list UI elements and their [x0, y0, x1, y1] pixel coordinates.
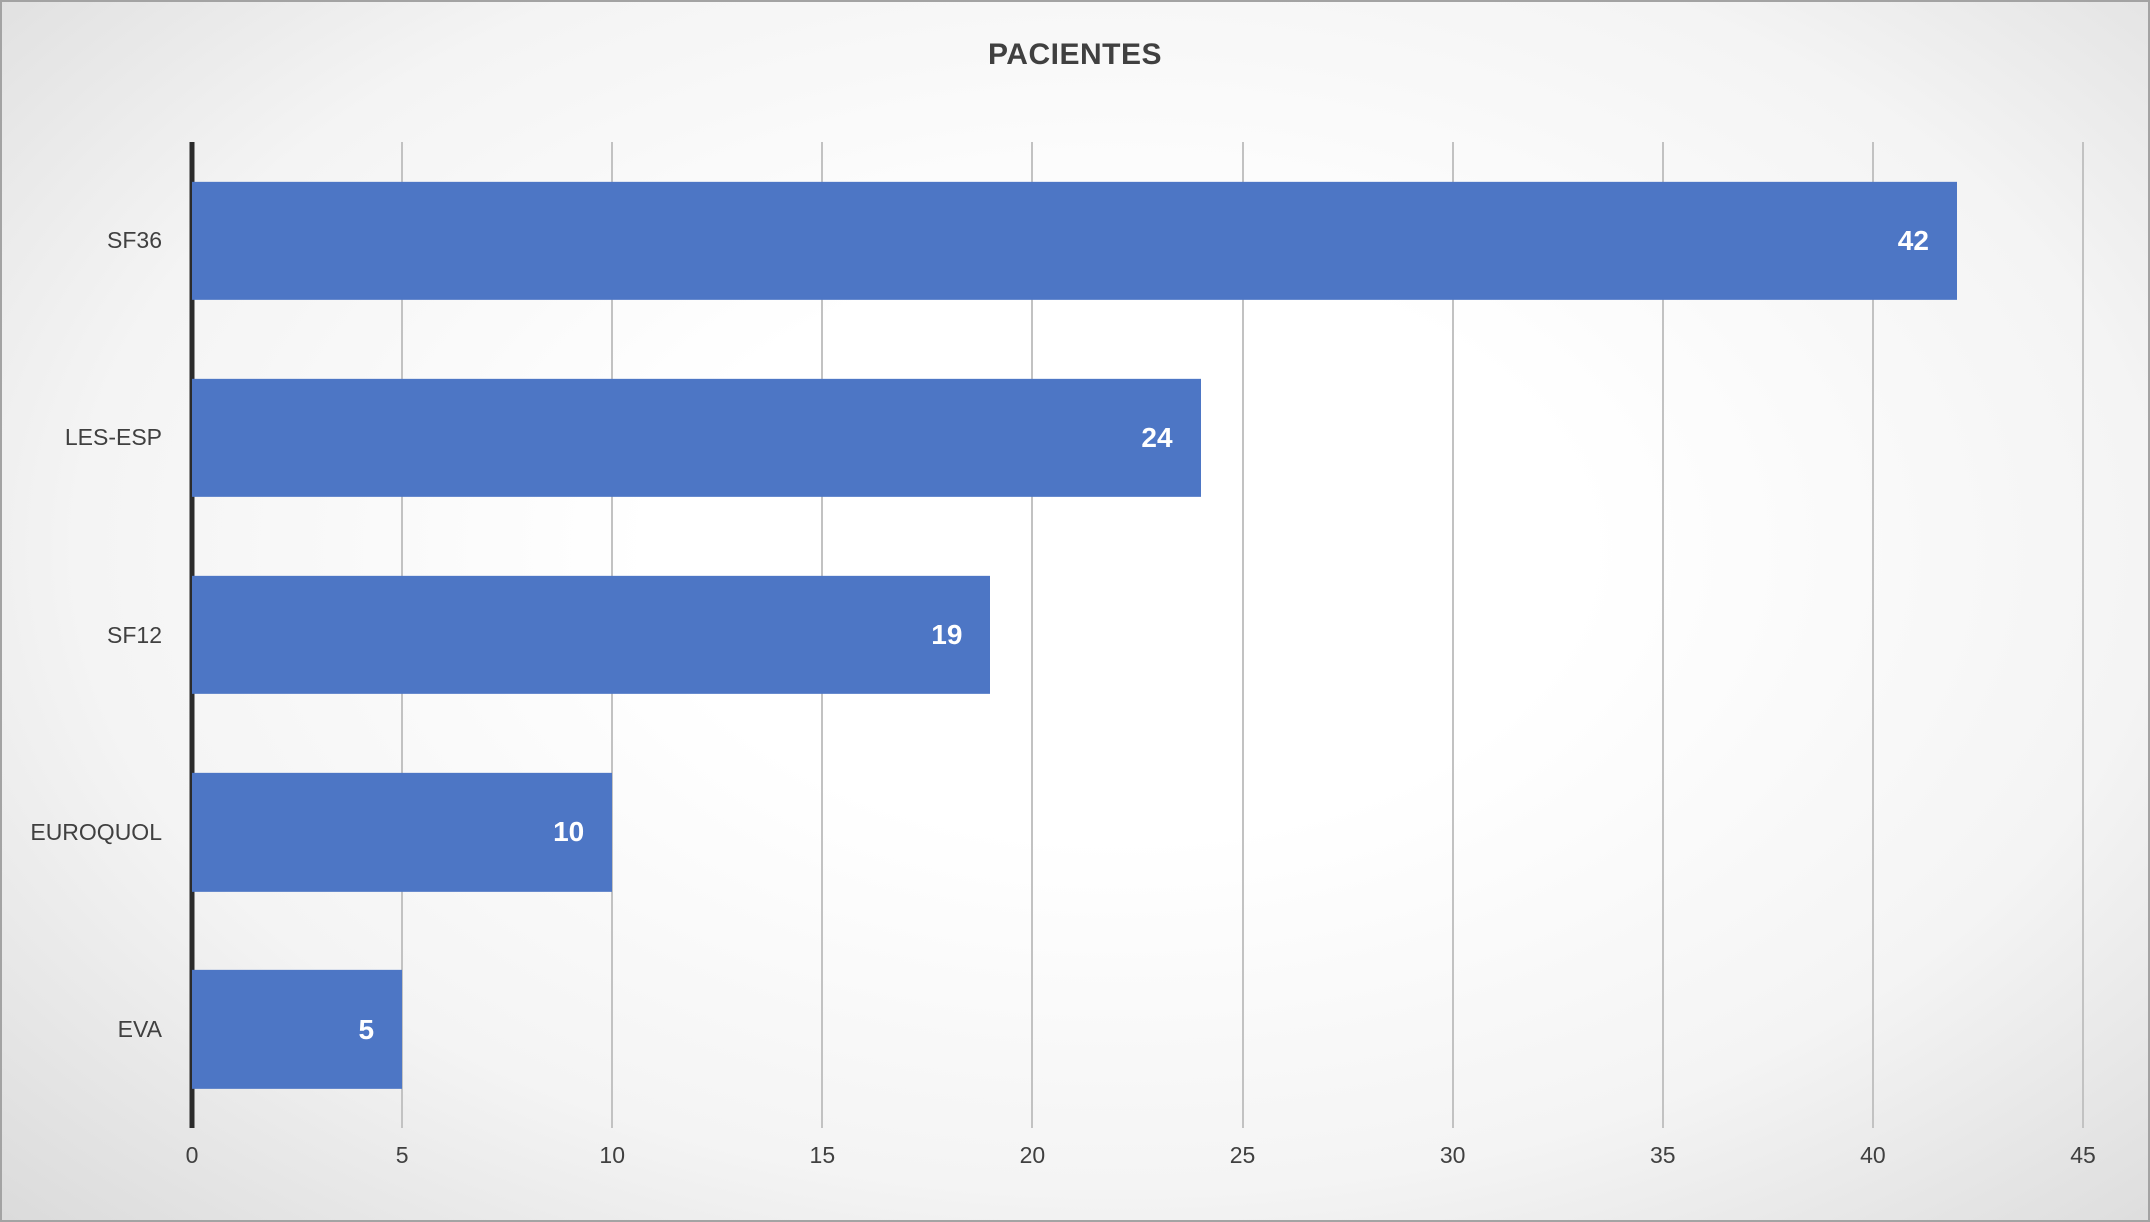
x-axis-labels: 0 5 10 15 20 25 30 35 40 45 [186, 1128, 2096, 1178]
bars-layer: SF36 42 LES-ESP 24 SF12 19 EUROQUOL 10 EVA 5 [2, 142, 2083, 1128]
bar-sf36: 42 [192, 181, 1957, 300]
category-label: SF36 [107, 227, 162, 254]
bar-les-esp: 24 [192, 378, 1201, 497]
x-tick-label: 10 [599, 1142, 626, 1168]
bar-row: SF36 42 [2, 142, 2083, 339]
x-tick-label: 35 [1649, 1142, 1676, 1168]
x-tick-label: 0 [185, 1142, 199, 1168]
gridline [1871, 142, 1874, 1128]
bar-value-label: 24 [1141, 421, 1173, 453]
x-tick-label: 5 [395, 1142, 409, 1168]
bar-row: SF12 19 [2, 536, 2083, 733]
bar-value-label: 10 [553, 816, 585, 848]
category-label: LES-ESP [64, 424, 162, 451]
bar-value-label: 5 [358, 1013, 375, 1045]
gridline [1031, 142, 1034, 1128]
bar-eva: 5 [192, 970, 403, 1089]
category-label: EUROQUOL [30, 818, 162, 845]
bar-row: LES-ESP 24 [2, 339, 2083, 536]
gridline [2082, 142, 2084, 1128]
gridline [1451, 142, 1454, 1128]
x-tick-label: 40 [1860, 1142, 1886, 1168]
x-tick-label: 25 [1229, 1142, 1256, 1168]
bar-value-label: 42 [1897, 224, 1929, 256]
bar-track: 5 [192, 931, 2083, 1128]
bar-value-label: 19 [931, 619, 963, 650]
x-tick-label: 20 [1019, 1142, 1046, 1168]
bar-row: EUROQUOL 10 [2, 734, 2083, 931]
x-tick-label: 45 [2070, 1142, 2096, 1168]
bar-sf12: 19 [192, 575, 991, 695]
bar-row: EVA 5 [2, 931, 2083, 1128]
gridline [1661, 142, 1664, 1128]
category-label: EVA [117, 1015, 162, 1042]
bar-track: 19 [192, 536, 2083, 733]
bar-track: 10 [192, 734, 2083, 931]
chart-title: PACIENTES [988, 38, 1162, 71]
x-tick-label: 30 [1439, 1142, 1466, 1168]
bar-track: 24 [192, 339, 2083, 536]
bar-euroquol: 10 [192, 773, 613, 892]
gridline [1241, 142, 1244, 1128]
bar-track: 42 [192, 142, 2083, 339]
category-label: SF12 [107, 621, 162, 648]
plot-area: SF36 42 LES-ESP 24 SF12 19 EUROQUOL 10 EVA 5 0 5 10… [2, 142, 2148, 1168]
x-tick-label: 15 [809, 1142, 836, 1168]
